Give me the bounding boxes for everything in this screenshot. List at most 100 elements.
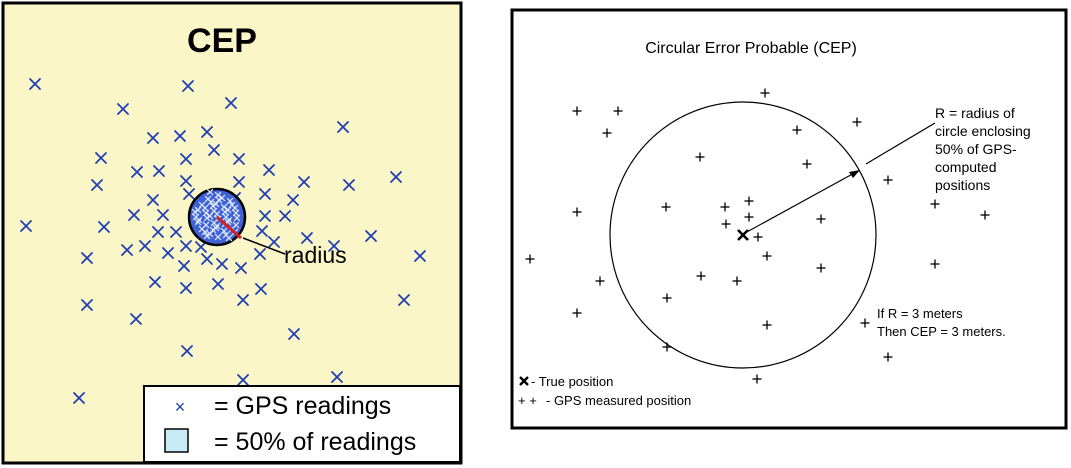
- gps-measured-marker: [883, 352, 893, 362]
- gps-measured-marker: [525, 254, 535, 264]
- radius-arrow-head: [849, 170, 860, 178]
- gps-reading-marker: [117, 103, 129, 115]
- circle-reading-marker: [225, 234, 233, 242]
- gps-reading-marker: [233, 176, 245, 188]
- radius-arrow: [744, 170, 859, 234]
- cep-circle: [609, 101, 877, 369]
- circle-reading-marker: [213, 210, 221, 218]
- gps-reading-marker: [398, 294, 410, 306]
- gps-measured-marker: [572, 207, 582, 217]
- circle-reading-marker: [214, 233, 222, 241]
- gps-reading-marker: [301, 232, 313, 244]
- circle-reading-marker: [207, 198, 215, 206]
- gps-reading-marker: [73, 392, 85, 404]
- gps-reading-marker: [182, 80, 194, 92]
- gps-reading-marker: [95, 152, 107, 164]
- circle-reading-marker: [231, 204, 239, 212]
- radius-line: [216, 215, 242, 240]
- legend-readings-icon: ×: [175, 397, 186, 417]
- left-panel: CEP radius × = GPS readings = 50% of rea…: [1, 1, 463, 465]
- left-legend: × = GPS readings = 50% of readings: [143, 385, 461, 463]
- gps-measured-marker: [661, 202, 671, 212]
- gps-reading-marker: [331, 371, 343, 383]
- circle-reading-marker: [212, 224, 220, 232]
- gps-measured-marker: [816, 214, 826, 224]
- gps-reading-marker: [180, 282, 192, 294]
- gps-measured-marker: [720, 202, 730, 212]
- gps-measured-marker: [980, 210, 990, 220]
- circle-reading-marker: [224, 206, 232, 214]
- gps-reading-marker: [212, 278, 224, 290]
- circle-reading-marker: [209, 226, 217, 234]
- gps-reading-marker: [225, 97, 237, 109]
- example-note-line: If R = 3 meters: [877, 306, 963, 321]
- gps-measured-marker: [816, 263, 826, 273]
- gps-reading-marker: [91, 179, 103, 191]
- gps-measured-marker: [930, 199, 940, 209]
- gps-reading-marker: [256, 225, 268, 237]
- right-legend: - True position + + - GPS measured posit…: [518, 374, 691, 408]
- gps-reading-marker: [259, 210, 271, 222]
- legend-true-icon: [519, 376, 529, 386]
- gps-measured-marker: [930, 259, 940, 269]
- gps-reading-marker: [337, 121, 349, 133]
- radius-note-line: 50% of GPS-: [935, 141, 1017, 157]
- gps-reading-marker: [235, 262, 247, 274]
- left-title: CEP: [187, 22, 257, 60]
- circle-reading-marker: [209, 202, 217, 210]
- gps-reading-marker: [121, 244, 133, 256]
- gps-reading-marker: [149, 276, 161, 288]
- circle-reading-marker: [206, 188, 214, 196]
- gps-measured-marker: [753, 232, 763, 242]
- circle-reading-marker: [191, 208, 199, 216]
- gps-reading-marker: [152, 226, 164, 238]
- gps-reading-marker: [233, 153, 245, 165]
- circle-reading-marker: [232, 209, 240, 217]
- gps-reading-marker: [174, 130, 186, 142]
- circle-reading-marker: [202, 209, 210, 217]
- gps-reading-marker: [147, 194, 159, 206]
- circle-reading-marker: [226, 197, 234, 205]
- radius-pointer: [242, 237, 286, 255]
- legend-box: [143, 385, 461, 463]
- gps-reading-marker: [255, 283, 267, 295]
- gps-reading-marker: [201, 253, 213, 265]
- gps-measured-marker: [762, 251, 772, 261]
- gps-reading-marker: [178, 260, 190, 272]
- gps-measured-marker: [760, 88, 770, 98]
- gps-reading-marker: [288, 328, 300, 340]
- gps-measured-marker: [613, 106, 623, 116]
- gps-measured-marker: [662, 293, 672, 303]
- gps-reading-marker: [98, 221, 110, 233]
- gps-reading-marker: [157, 209, 169, 221]
- circle-reading-marker: [214, 191, 222, 199]
- gps-reading-marker: [29, 78, 41, 90]
- right-panel: Circular Error Probable (CEP) R = radius…: [510, 8, 1068, 430]
- gps-reading-marker: [162, 247, 174, 259]
- gps-reading-marker: [180, 240, 192, 252]
- gps-reading-marker: [328, 240, 340, 252]
- gps-reading-marker: [183, 188, 195, 200]
- gps-reading-marker: [268, 236, 280, 248]
- circle-reading-marker: [221, 208, 229, 216]
- example-note: If R = 3 meters Then CEP = 3 meters.: [877, 306, 1006, 339]
- gps-reading-marker: [208, 144, 220, 156]
- radius-note: R = radius of circle enclosing 50% of GP…: [935, 105, 1035, 193]
- radius-note-line: positions: [935, 177, 990, 193]
- circle-reading-marker: [201, 228, 209, 236]
- circle-reading-marker: [218, 194, 226, 202]
- gps-reading-marker: [201, 126, 213, 138]
- gps-reading-marker: [180, 175, 192, 187]
- right-title: Circular Error Probable (CEP): [645, 40, 857, 57]
- circle-reading-marker: [194, 218, 202, 226]
- gps-measured-marker: [602, 128, 612, 138]
- gps-measured-marker: [572, 308, 582, 318]
- annotation-leader: [865, 122, 936, 165]
- gps-reading-marker: [298, 176, 310, 188]
- gps-reading-marker: [147, 132, 159, 144]
- gps-reading-marker: [81, 252, 93, 264]
- gps-reading-marker: [414, 250, 426, 262]
- gps-reading-marker: [153, 165, 165, 177]
- gps-measured-marker: [852, 117, 862, 127]
